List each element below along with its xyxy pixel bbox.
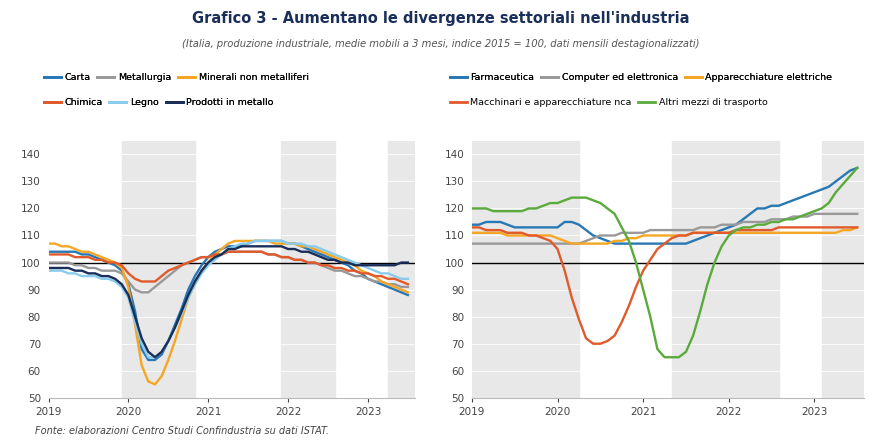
Bar: [472, 141, 579, 398]
Bar: [122, 141, 195, 398]
Legend: Macchinari e apparecchiature nca, Altri mezzi di trasporto: Macchinari e apparecchiature nca, Altri …: [445, 94, 772, 111]
Bar: [821, 141, 864, 398]
Bar: [388, 141, 415, 398]
Legend: Chimica, Legno, Prodotti in metallo: Chimica, Legno, Prodotti in metallo: [40, 94, 278, 111]
Bar: [281, 141, 334, 398]
Text: (Italia, produzione industriale, medie mobili a 3 mesi, indice 2015 = 100, dati : (Italia, produzione industriale, medie m…: [183, 39, 699, 49]
Text: Grafico 3 - Aumentano le divergenze settoriali nell'industria: Grafico 3 - Aumentano le divergenze sett…: [192, 11, 690, 26]
Legend: Carta, Metallurgia, Minerali non metalliferi: Carta, Metallurgia, Minerali non metalli…: [40, 70, 312, 86]
Bar: [672, 141, 779, 398]
Text: Fonte: elaborazioni Centro Studi Confindustria su dati ISTAT.: Fonte: elaborazioni Centro Studi Confind…: [35, 426, 329, 436]
Legend: Farmaceutica, Computer ed elettronica, Apparecchiature elettriche: Farmaceutica, Computer ed elettronica, A…: [445, 70, 836, 86]
